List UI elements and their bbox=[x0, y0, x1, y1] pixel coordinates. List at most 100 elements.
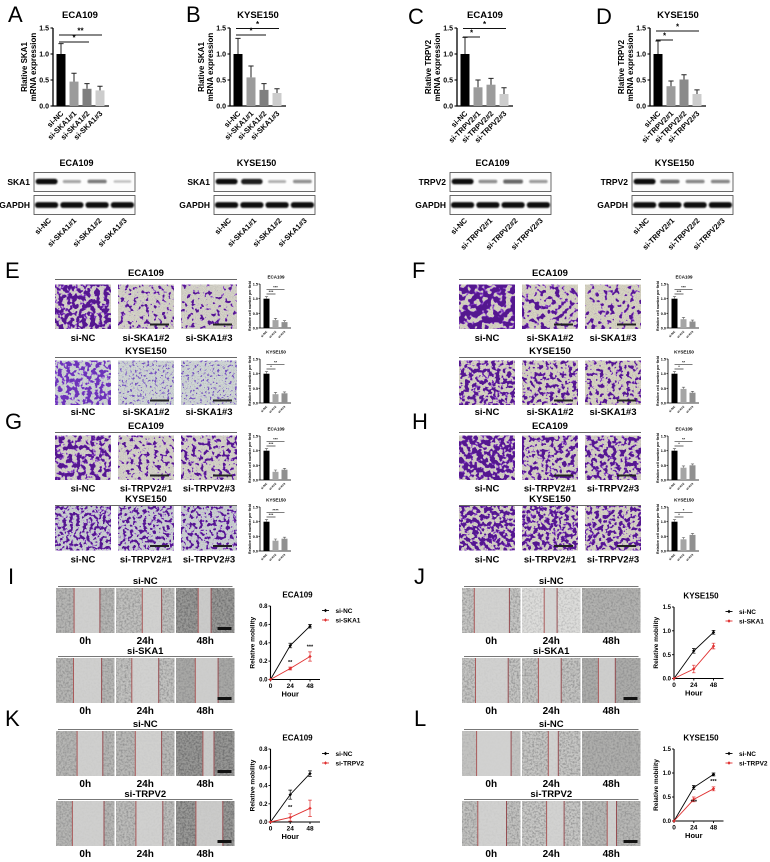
svg-text:GAPDH: GAPDH bbox=[597, 200, 628, 210]
svg-text:Rlative TRPV2: Rlative TRPV2 bbox=[617, 39, 626, 94]
svg-text:48h: 48h bbox=[603, 706, 620, 717]
svg-text:ECA109: ECA109 bbox=[128, 421, 164, 432]
svg-text:0h: 0h bbox=[485, 706, 497, 717]
svg-text:si-SKA1: si-SKA1 bbox=[533, 646, 570, 657]
svg-text:F: F bbox=[412, 258, 425, 283]
svg-text:Relative cell number per field: Relative cell number per field bbox=[656, 504, 660, 554]
svg-text:1.5: 1.5 bbox=[661, 435, 666, 439]
svg-text:***: *** bbox=[691, 800, 698, 806]
svg-text:TRPV2: TRPV2 bbox=[601, 177, 629, 187]
svg-text:E: E bbox=[5, 258, 20, 283]
svg-text:24: 24 bbox=[287, 826, 295, 833]
svg-text:0.6: 0.6 bbox=[259, 765, 268, 771]
svg-text:1.0: 1.0 bbox=[216, 51, 226, 58]
svg-text:48h: 48h bbox=[197, 779, 214, 790]
svg-text:*: * bbox=[72, 34, 76, 43]
svg-text:si-TRPV2#3: si-TRPV2#3 bbox=[587, 555, 639, 566]
svg-text:si-X#3: si-X#3 bbox=[685, 553, 694, 562]
svg-text:mRNA expression: mRNA expression bbox=[29, 33, 38, 102]
svg-text:si-X#3: si-X#3 bbox=[277, 482, 286, 491]
svg-text:0.5: 0.5 bbox=[253, 312, 258, 316]
svg-text:***: *** bbox=[710, 779, 717, 785]
svg-text:KYSE150: KYSE150 bbox=[655, 158, 695, 168]
svg-text:1.0: 1.0 bbox=[253, 372, 258, 376]
svg-text:si-SKA1#2: si-SKA1#2 bbox=[123, 407, 170, 418]
svg-text:24h: 24h bbox=[543, 636, 560, 647]
svg-text:0h: 0h bbox=[79, 706, 91, 717]
svg-text:KYSE150: KYSE150 bbox=[125, 494, 167, 505]
svg-text:A: A bbox=[8, 2, 23, 27]
svg-text:0.0: 0.0 bbox=[661, 402, 666, 406]
svg-text:TRPV2: TRPV2 bbox=[419, 177, 447, 187]
svg-text:ECA109: ECA109 bbox=[475, 158, 509, 168]
svg-text:***: *** bbox=[269, 289, 274, 294]
svg-text:KYSE150: KYSE150 bbox=[683, 592, 719, 601]
svg-text:1.0: 1.0 bbox=[253, 297, 258, 301]
svg-text:si-SKA1#3: si-SKA1#3 bbox=[186, 333, 233, 344]
svg-text:KYSE150: KYSE150 bbox=[125, 346, 167, 357]
svg-text:**: ** bbox=[288, 660, 293, 666]
svg-text:Rlative TRPV2: Rlative TRPV2 bbox=[424, 39, 433, 94]
svg-text:0.5: 0.5 bbox=[663, 795, 672, 801]
svg-text:0.0: 0.0 bbox=[253, 479, 258, 483]
svg-text:0h: 0h bbox=[485, 636, 497, 647]
svg-text:*: * bbox=[256, 20, 260, 29]
svg-text:si-NC: si-NC bbox=[71, 555, 96, 566]
svg-text:0.0: 0.0 bbox=[663, 819, 672, 825]
svg-text:***: *** bbox=[681, 285, 686, 290]
svg-text:si-X#2: si-X#2 bbox=[676, 553, 685, 562]
svg-text:1.0: 1.0 bbox=[661, 449, 666, 453]
svg-text:0h: 0h bbox=[485, 779, 497, 790]
svg-text:Relative cell number per field: Relative cell number per field bbox=[248, 281, 252, 331]
svg-text:24h: 24h bbox=[543, 849, 560, 857]
svg-text:1.5: 1.5 bbox=[636, 25, 646, 32]
svg-text:***: *** bbox=[269, 512, 274, 517]
svg-text:SKA1: SKA1 bbox=[7, 177, 30, 187]
svg-text:si-NC: si-NC bbox=[668, 552, 677, 561]
svg-text:D: D bbox=[596, 4, 612, 29]
svg-text:1.0: 1.0 bbox=[636, 51, 646, 58]
svg-text:0: 0 bbox=[672, 682, 676, 689]
svg-text:KYSE150: KYSE150 bbox=[683, 734, 719, 743]
svg-text:si-NC: si-NC bbox=[336, 608, 353, 615]
svg-text:si-NC: si-NC bbox=[260, 481, 269, 490]
svg-text:L: L bbox=[414, 706, 426, 731]
svg-text:0: 0 bbox=[269, 683, 273, 690]
svg-text:KYSE150: KYSE150 bbox=[657, 10, 699, 21]
svg-text:1.0: 1.0 bbox=[661, 372, 666, 376]
svg-text:48: 48 bbox=[710, 682, 718, 689]
svg-text:0.0: 0.0 bbox=[259, 678, 268, 684]
svg-text:24h: 24h bbox=[137, 849, 154, 857]
svg-text:1.0: 1.0 bbox=[253, 520, 258, 524]
svg-text:si-X#3: si-X#3 bbox=[685, 482, 694, 491]
svg-text:1.5: 1.5 bbox=[39, 25, 49, 32]
svg-text:Relative cell number per field: Relative cell number per field bbox=[656, 281, 660, 331]
svg-text:si-SKA1#2: si-SKA1#2 bbox=[527, 333, 574, 344]
svg-text:0: 0 bbox=[672, 825, 676, 832]
svg-text:si-TRPV2#1: si-TRPV2#1 bbox=[120, 484, 173, 495]
svg-text:KYSE150: KYSE150 bbox=[266, 498, 286, 503]
svg-text:ECA109: ECA109 bbox=[62, 10, 98, 21]
svg-text:ECA109: ECA109 bbox=[267, 427, 285, 432]
svg-text:si-X#3: si-X#3 bbox=[277, 330, 286, 339]
svg-text:0.4: 0.4 bbox=[259, 784, 268, 790]
svg-text:*: * bbox=[249, 27, 253, 36]
svg-text:KYSE150: KYSE150 bbox=[266, 350, 286, 355]
svg-text:si-SKA1#2: si-SKA1#2 bbox=[527, 407, 574, 418]
svg-text:si-SKA1: si-SKA1 bbox=[336, 617, 361, 624]
svg-text:0.5: 0.5 bbox=[253, 387, 258, 391]
svg-text:G: G bbox=[5, 409, 22, 434]
svg-text:si-TRPV2#3: si-TRPV2#3 bbox=[183, 555, 235, 566]
svg-text:si-NC: si-NC bbox=[71, 333, 96, 344]
svg-text:0.2: 0.2 bbox=[259, 659, 268, 665]
svg-text:**: ** bbox=[288, 805, 293, 811]
svg-text:si-NC: si-NC bbox=[475, 407, 500, 418]
svg-text:***: *** bbox=[677, 289, 682, 294]
svg-text:48h: 48h bbox=[603, 849, 620, 857]
svg-text:24h: 24h bbox=[543, 706, 560, 717]
svg-text:si-NC: si-NC bbox=[260, 552, 269, 561]
svg-text:si-SKA1#3: si-SKA1#3 bbox=[186, 407, 233, 418]
svg-text:0h: 0h bbox=[79, 636, 91, 647]
svg-text:Rlative SKA1: Rlative SKA1 bbox=[197, 42, 206, 92]
svg-text:1.0: 1.0 bbox=[663, 629, 672, 635]
